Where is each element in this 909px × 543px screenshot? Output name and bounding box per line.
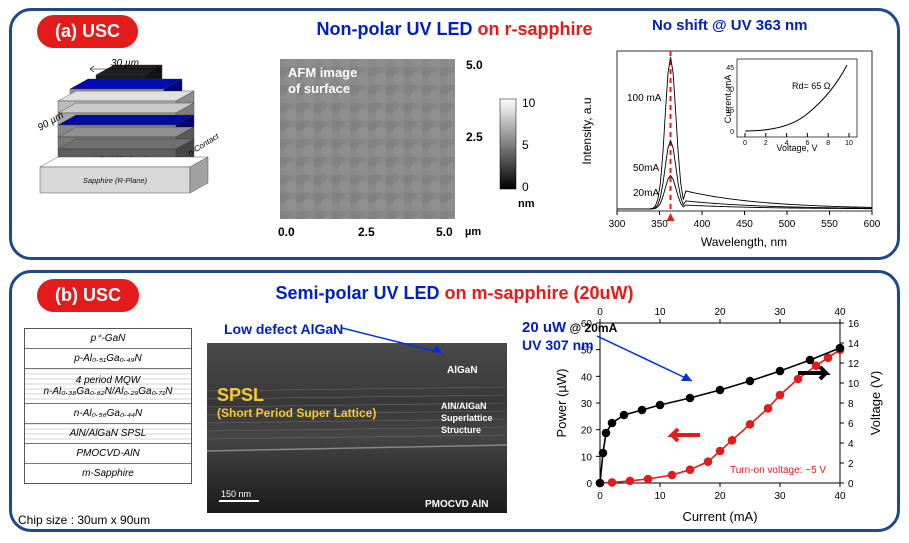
svg-text:10: 10 xyxy=(522,96,536,110)
afm-image: AFM image of surface 5.0 2.5 0.0 2.5 5.0… xyxy=(260,49,550,249)
sem-image: AlGaN AlN/AlGaN Superlattice Structure P… xyxy=(207,343,507,515)
svg-text:Voltage (V): Voltage (V) xyxy=(868,371,883,435)
svg-text:5.0: 5.0 xyxy=(466,58,483,72)
ann-spsl: SPSL xyxy=(217,385,264,406)
svg-text:2.5: 2.5 xyxy=(466,130,483,144)
svg-text:4: 4 xyxy=(848,439,854,450)
title-b-red: on m-sapphire (20uW) xyxy=(440,283,634,303)
svg-text:0: 0 xyxy=(586,479,592,490)
svg-text:20mA: 20mA xyxy=(633,188,659,199)
svg-text:Superlattice: Superlattice xyxy=(441,413,493,423)
svg-text:0: 0 xyxy=(848,479,854,490)
svg-text:5: 5 xyxy=(522,138,529,152)
svg-text:350: 350 xyxy=(651,219,668,230)
title-a-red: on r-sapphire xyxy=(472,19,592,39)
panel-a: (a) USC Non-polar UV LED on r-sapphire N… xyxy=(9,8,900,260)
ann-low-defect: Low defect AlGaN xyxy=(224,321,343,337)
ann-307: UV 307 nm xyxy=(522,337,594,353)
svg-text:Current (mA): Current (mA) xyxy=(682,509,757,524)
svg-text:5.0: 5.0 xyxy=(436,225,453,239)
svg-text:10: 10 xyxy=(581,452,593,463)
svg-text:40: 40 xyxy=(834,307,846,318)
spectrum-chart: 300350400450500550600 Wavelength, nm Int… xyxy=(577,41,887,256)
svg-text:8: 8 xyxy=(848,399,854,410)
svg-text:20: 20 xyxy=(714,491,726,502)
svg-text:µm: µm xyxy=(465,226,481,238)
svg-text:600: 600 xyxy=(864,219,881,230)
title-a-blue: Non-polar UV LED xyxy=(316,19,472,39)
device-diagram: p-Probep-Contactp⁺-GaNp-Al0.15Ga0.85NAlG… xyxy=(30,51,220,251)
svg-text:0: 0 xyxy=(522,180,529,194)
svg-text:Turn-on voltage: ~5 V: Turn-on voltage: ~5 V xyxy=(730,465,826,476)
svg-text:30 µm: 30 µm xyxy=(111,58,139,69)
svg-text:30: 30 xyxy=(774,491,786,502)
svg-text:45: 45 xyxy=(726,65,734,72)
svg-text:10: 10 xyxy=(654,491,666,502)
svg-text:2: 2 xyxy=(764,140,768,147)
title-b-blue: Semi-polar UV LED xyxy=(275,283,439,303)
svg-text:Power (µW): Power (µW) xyxy=(554,369,569,438)
svg-text:12: 12 xyxy=(848,359,860,370)
svg-text:10: 10 xyxy=(848,379,860,390)
svg-text:of surface: of surface xyxy=(288,81,350,96)
svg-text:20: 20 xyxy=(581,426,593,437)
svg-text:nm: nm xyxy=(518,198,535,210)
panel-b: (b) USC Semi-polar UV LED on m-sapphire … xyxy=(9,270,900,532)
panel-b-title: Semi-polar UV LED on m-sapphire (20uW) xyxy=(12,283,897,304)
svg-text:16: 16 xyxy=(848,319,860,330)
subtitle-a: No shift @ UV 363 nm xyxy=(652,17,808,34)
svg-text:150 nm: 150 nm xyxy=(221,489,251,499)
svg-text:10: 10 xyxy=(654,307,666,318)
svg-text:0: 0 xyxy=(743,140,747,147)
svg-text:AFM image: AFM image xyxy=(288,65,357,80)
arrow-20uw xyxy=(597,331,707,391)
ann-spsl-sub: (Short Period Super Lattice) xyxy=(217,406,376,420)
svg-text:0.0: 0.0 xyxy=(278,225,295,239)
svg-text:50mA: 50mA xyxy=(633,163,659,174)
svg-text:20: 20 xyxy=(714,307,726,318)
svg-text:14: 14 xyxy=(848,339,860,350)
svg-text:30: 30 xyxy=(581,399,593,410)
svg-text:8: 8 xyxy=(826,140,830,147)
svg-text:PMOCVD AlN: PMOCVD AlN xyxy=(425,499,489,510)
svg-text:0: 0 xyxy=(730,129,734,136)
svg-text:500: 500 xyxy=(779,219,796,230)
svg-text:2.5: 2.5 xyxy=(358,225,375,239)
svg-text:40: 40 xyxy=(581,372,593,383)
svg-text:0: 0 xyxy=(597,491,603,502)
svg-text:Sapphire (R-Plane): Sapphire (R-Plane) xyxy=(83,176,148,185)
svg-text:AlN/AlGaN: AlN/AlGaN xyxy=(441,401,487,411)
svg-text:AlGaN: AlGaN xyxy=(447,365,478,376)
svg-text:Intensity, a.u: Intensity, a.u xyxy=(580,97,594,164)
svg-text:Wavelength, nm: Wavelength, nm xyxy=(701,235,787,249)
svg-text:Voltage, V: Voltage, V xyxy=(776,143,817,153)
svg-text:550: 550 xyxy=(821,219,838,230)
svg-text:450: 450 xyxy=(736,219,753,230)
svg-text:6: 6 xyxy=(848,419,854,430)
svg-text:Rd= 65 Ω: Rd= 65 Ω xyxy=(792,81,831,91)
svg-text:2: 2 xyxy=(848,459,854,470)
chip-note: Chip size : 30um x 90um xyxy=(18,513,150,527)
svg-text:10: 10 xyxy=(845,140,853,147)
svg-text:0: 0 xyxy=(597,307,603,318)
arrow-low-defect xyxy=(342,323,462,363)
svg-text:40: 40 xyxy=(834,491,846,502)
svg-text:100 mA: 100 mA xyxy=(627,93,662,104)
svg-text:Structure: Structure xyxy=(441,425,481,435)
svg-text:300: 300 xyxy=(609,219,626,230)
layer-table: p⁺-GaNp-Al₀.₅₁Ga₀.₄₉N4 period MQW n-Al₀.… xyxy=(24,328,192,484)
svg-text:30: 30 xyxy=(774,307,786,318)
svg-text:400: 400 xyxy=(694,219,711,230)
svg-text:Current, mA: Current, mA xyxy=(723,75,733,124)
